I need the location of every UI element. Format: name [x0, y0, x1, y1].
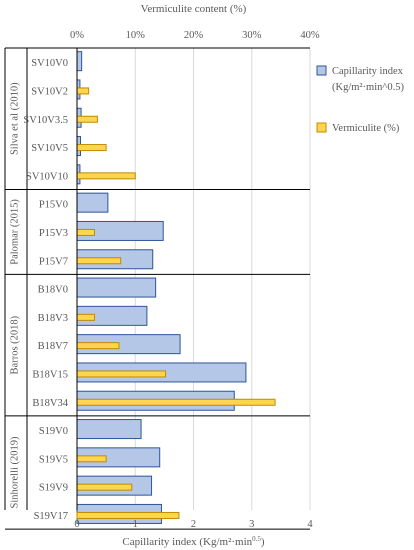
bottom-tick-label: 2: [191, 519, 196, 530]
category-label: B18V34: [32, 398, 68, 409]
bottom-tick-label: 4: [307, 519, 313, 530]
vermiculite-bar: [76, 115, 98, 123]
legend-swatch-capillarity: [316, 65, 327, 76]
bottom-axis-title-close: ): [261, 536, 265, 548]
category-label: B18V15: [32, 369, 68, 380]
capillarity-bar: [76, 51, 83, 72]
top-tick-label: 10%: [126, 30, 146, 41]
vermiculite-bar: [76, 172, 136, 180]
category-label: SV10V10: [26, 171, 68, 182]
vermiculite-bar: [76, 257, 122, 265]
group-label: Palomar (2015): [9, 199, 20, 265]
bottom-tick-label: 1: [133, 519, 138, 530]
vermiculite-bar: [76, 398, 276, 406]
top-tick-label: 30%: [242, 30, 262, 41]
category-label: SV10V3.5: [23, 115, 68, 126]
vermiculite-bar: [76, 144, 107, 152]
bottom-axis-title: Capillarity index (Kg/m²·min0.5): [122, 535, 265, 548]
top-tick-label: 40%: [300, 30, 320, 41]
category-label: B18V7: [38, 341, 68, 352]
vermiculite-bar: [76, 483, 133, 491]
group-label: Barros (2018): [9, 315, 20, 374]
bottom-tick-label: 3: [249, 519, 254, 530]
category-label: B18V0: [38, 285, 68, 296]
category-label: S19V9: [39, 483, 68, 494]
vermiculite-bar: [76, 342, 120, 350]
category-label: S19V17: [34, 511, 68, 522]
legend-label-capillarity: Capillarity index: [332, 66, 404, 77]
vermiculite-bar: [76, 313, 95, 321]
top-tick-label: 20%: [184, 30, 204, 41]
group-label: Sinhorelli (2019): [9, 436, 20, 509]
capillarity-bar: [76, 277, 157, 298]
vermiculite-bar: [76, 87, 90, 95]
vermiculite-bar: [76, 511, 180, 519]
category-label: S19V0: [39, 426, 68, 437]
group-label: Silva et al (2010): [9, 82, 20, 155]
capillarity-bar: [76, 419, 142, 440]
bottom-axis-title-sup: 0.5: [252, 535, 261, 543]
vermiculite-bar: [76, 370, 167, 378]
category-label: SV10V0: [31, 58, 68, 69]
top-tick-label: 0%: [70, 30, 84, 41]
vermiculite-bar: [76, 228, 95, 236]
legend-swatch-vermiculite: [316, 122, 327, 133]
category-label: SV10V5: [31, 143, 68, 154]
category-label: S19V5: [39, 454, 68, 465]
top-axis-title: Vermiculite content (%): [141, 3, 247, 15]
legend-label-vermiculite: Vermiculite (%): [332, 123, 400, 134]
category-label: SV10V2: [31, 86, 68, 97]
vermiculite-bar: [76, 455, 107, 463]
category-label: B18V3: [38, 313, 68, 324]
bottom-tick-label: 0: [74, 519, 79, 530]
category-label: P15V0: [39, 200, 68, 211]
category-label: P15V7: [39, 256, 68, 267]
capillarity-bar: [76, 192, 109, 213]
category-label: P15V3: [39, 228, 68, 239]
legend-label-capillarity-unit: (Kg/m²·min^0.5): [332, 82, 404, 93]
bottom-axis-title-main: Capillarity index (Kg/m²·min: [122, 536, 252, 548]
